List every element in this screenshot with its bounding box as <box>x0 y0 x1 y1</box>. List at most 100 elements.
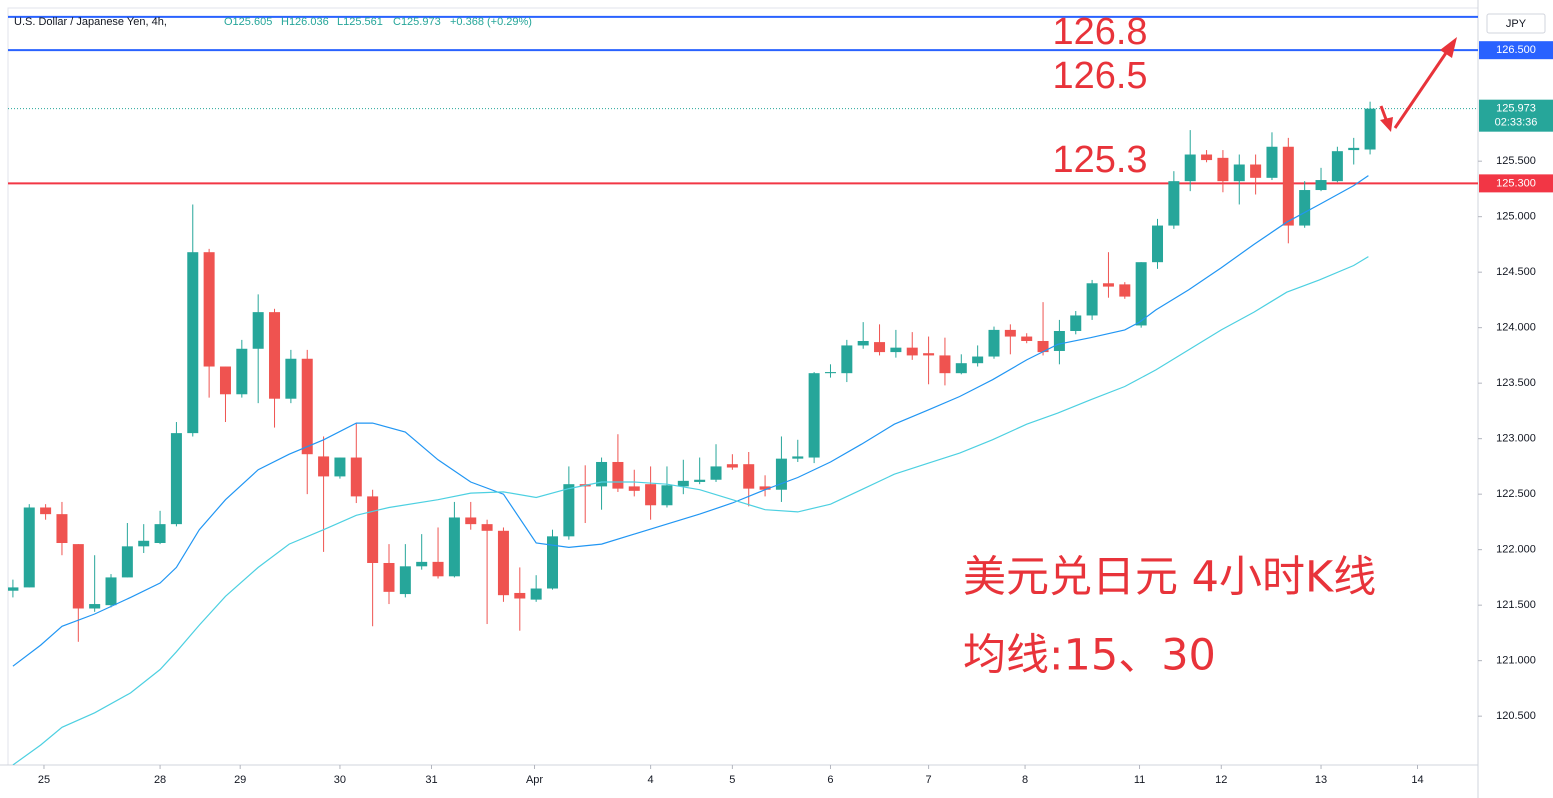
x-tick-label: 30 <box>334 774 346 786</box>
candle-body <box>547 536 559 589</box>
arrow <box>1379 37 1457 132</box>
y-tick-label: 121.000 <box>1496 655 1536 667</box>
candle-body <box>514 592 526 599</box>
candle-body <box>955 363 967 374</box>
x-tick-label: 31 <box>425 774 437 786</box>
x-tick-label: 29 <box>234 774 246 786</box>
candle-body <box>972 356 984 364</box>
candle-body <box>154 524 166 544</box>
x-tick-label: 8 <box>1022 774 1028 786</box>
candle-body <box>1119 284 1131 297</box>
candle-body <box>824 372 836 374</box>
annotation: 均线:15、30 <box>963 631 1216 681</box>
candle-body <box>89 604 101 609</box>
moving-average <box>12 256 1369 765</box>
candle-body <box>72 544 84 609</box>
candle-body <box>1250 164 1262 178</box>
candle-body <box>596 461 608 487</box>
candle-body <box>530 588 542 600</box>
candle-body <box>628 486 640 491</box>
candle-body <box>808 373 820 458</box>
y-tick-label: 124.500 <box>1496 266 1536 278</box>
annotation: 126.8 <box>1052 11 1147 53</box>
candle-body <box>203 252 215 367</box>
plot-area <box>8 15 1478 765</box>
candle-body <box>677 480 689 487</box>
arrow-head <box>1440 37 1457 58</box>
candle-body <box>1086 283 1098 316</box>
candle-body <box>187 252 199 434</box>
x-tick-label: 13 <box>1315 774 1327 786</box>
candle-body <box>367 496 379 563</box>
candle-body <box>40 507 52 515</box>
candle-body <box>1037 340 1049 353</box>
arrow-shaft <box>1393 49 1450 129</box>
candle-body <box>841 345 853 374</box>
candle-body <box>563 484 575 537</box>
candle-body <box>1266 146 1278 178</box>
y-tick-label: 125.500 <box>1496 155 1536 167</box>
y-tick-label: 121.500 <box>1496 599 1536 611</box>
candle-body <box>759 486 771 490</box>
candle-body <box>874 342 886 353</box>
candle-body <box>710 466 722 480</box>
ohlc-low: L125.561 <box>337 16 383 28</box>
y-tick-label: 123.000 <box>1496 433 1536 445</box>
candle-body <box>170 433 182 525</box>
currency-button-box[interactable] <box>1486 13 1546 34</box>
candle-body <box>383 562 395 592</box>
ohlc-open: O125.605 <box>224 16 272 28</box>
currency-button-label[interactable]: JPY <box>1506 18 1527 30</box>
candle-body <box>105 577 117 606</box>
candle-body <box>1201 154 1213 161</box>
x-tick-label: 14 <box>1411 774 1423 786</box>
candle-body <box>334 457 346 477</box>
candle-body <box>1070 315 1082 332</box>
candle-body <box>1282 146 1294 226</box>
price-label: 126.500 <box>1496 44 1536 56</box>
candle-body <box>497 530 509 596</box>
annotation: 125.3 <box>1052 139 1147 181</box>
candle-body <box>1184 154 1196 182</box>
candle-body <box>890 347 902 353</box>
candle-body <box>1004 329 1016 337</box>
candle-body <box>1053 331 1065 351</box>
candle-body <box>121 546 133 578</box>
candle-body <box>448 517 460 577</box>
candle-body <box>775 458 787 490</box>
candle-body <box>857 340 869 346</box>
candle-body <box>285 358 297 399</box>
price-label: 125.300 <box>1496 177 1536 189</box>
candle-body <box>416 561 428 567</box>
candle-body <box>432 561 444 577</box>
symbol-title: U.S. Dollar / Japanese Yen, 4h, <box>14 16 167 28</box>
annotation: 126.5 <box>1052 55 1147 97</box>
currency-button[interactable]: JPY <box>1486 13 1546 34</box>
y-tick-label: 123.500 <box>1496 377 1536 389</box>
candle-body <box>1152 225 1164 263</box>
candle-body <box>1135 262 1147 326</box>
candle-body <box>694 479 706 482</box>
candle-body <box>1233 164 1245 182</box>
axes: 120.500 121.000 121.500 122.000 122.500 123.0… <box>38 41 1553 786</box>
candle-body <box>1315 180 1327 191</box>
candle-body <box>481 524 493 531</box>
candle-body <box>726 464 738 468</box>
candle-body <box>399 566 411 595</box>
candle-body <box>1021 336 1033 341</box>
countdown-label: 02:33:36 <box>1495 117 1538 129</box>
candle-body <box>219 366 231 395</box>
y-tick-label: 124.000 <box>1496 322 1536 334</box>
x-tick-label: 5 <box>729 774 735 786</box>
candle-body <box>1102 283 1114 287</box>
candle-body <box>988 329 1000 357</box>
candle-body <box>612 461 624 489</box>
x-tick-label: 11 <box>1134 774 1145 786</box>
x-tick-label: 7 <box>926 774 932 786</box>
annotation: 美元兑日元 4小时K线 <box>963 553 1376 603</box>
x-tick-label: 12 <box>1215 774 1227 786</box>
moving-average <box>12 175 1369 667</box>
ohlc-change: +0.368 (+0.29%) <box>450 16 532 28</box>
